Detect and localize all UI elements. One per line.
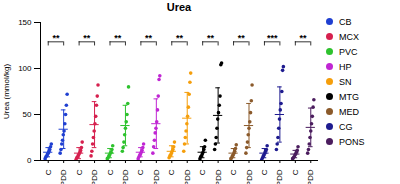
svg-text:C: C [44,169,53,175]
svg-text:150: 150 [18,18,32,27]
svg-text:PDD: PDD [183,169,192,184]
svg-text:PDD: PDD [152,169,161,184]
svg-text:**: ** [238,33,246,43]
html-text:MED: MED [339,106,359,117]
svg-text:Urea (mmol/kg): Urea (mmol/kg) [2,64,11,119]
svg-text:**: ** [83,33,91,43]
svg-text:0: 0 [27,156,32,165]
svg-text:**: ** [300,33,308,43]
svg-text:PDD: PDD [306,169,315,184]
svg-text:C: C [229,169,238,175]
svg-text:PDD: PDD [214,169,223,184]
html-text:SN: SN [339,76,352,87]
svg-text:C: C [198,169,207,175]
html-text:PONS: PONS [339,136,365,147]
html-text:CG: CG [339,121,353,132]
svg-text:C: C [167,169,176,175]
svg-text:PDD: PDD [59,169,68,184]
svg-text:**: ** [176,33,184,43]
html-text:Urea: Urea [166,1,192,13]
html-text:PVC: PVC [339,46,358,57]
svg-text:**: ** [207,33,215,43]
svg-text:C: C [75,169,84,175]
svg-text:**: ** [145,33,153,43]
svg-text:C: C [260,169,269,175]
svg-text:PDD: PDD [275,169,284,184]
svg-text:C: C [106,169,115,175]
html-text:HP: HP [339,61,352,72]
html-text:MCX: MCX [339,31,359,42]
svg-text:PDD: PDD [121,169,130,184]
svg-text:**: ** [114,33,122,43]
svg-text:50: 50 [23,110,32,119]
svg-text:***: *** [267,33,278,43]
svg-text:**: ** [52,33,60,43]
svg-text:C: C [136,169,145,175]
svg-text:PDD: PDD [245,169,254,184]
svg-text:PDD: PDD [90,169,99,184]
html-text:MTG: MTG [339,91,359,102]
html-text:CB: CB [339,16,352,27]
svg-text:100: 100 [18,64,32,73]
svg-text:C: C [291,169,300,175]
